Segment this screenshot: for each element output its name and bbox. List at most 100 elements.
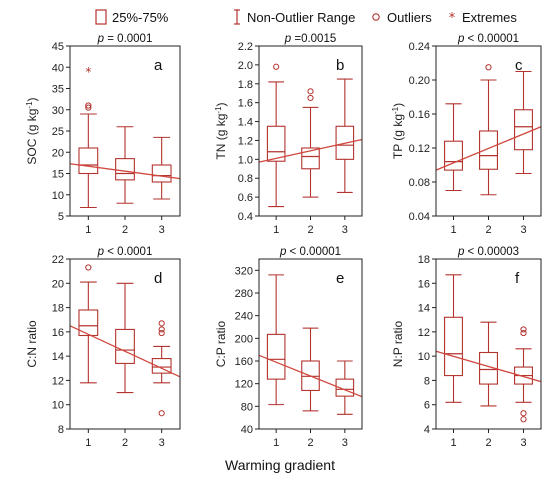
x-tick-label: 3	[520, 437, 526, 449]
x-axis-title: Warming gradient	[225, 457, 335, 473]
y-tick-label: 0.16	[409, 109, 430, 121]
trend-line	[435, 350, 542, 383]
y-tick-label: 0.20	[409, 75, 430, 87]
box-group-3	[514, 70, 533, 175]
y-tick-label: 240	[235, 311, 253, 323]
y-tick-label: 18	[418, 254, 430, 266]
x-tick-label: 2	[122, 224, 128, 236]
y-tick-label: 0.04	[409, 211, 430, 223]
box-group-3	[335, 78, 355, 193]
box-iqr	[78, 147, 99, 175]
outlier-point	[485, 64, 492, 71]
y-tick-label: 22	[52, 254, 64, 266]
y-tick-label: 45	[52, 41, 64, 53]
panel-e: 40 80 120 160 200 240 280 320 1 2 3 e p < 0.00001 C:P…	[214, 246, 363, 449]
outlier-point	[520, 326, 527, 333]
panel-letter: b	[336, 57, 344, 74]
legend-outliers-label: Outliers	[387, 10, 432, 25]
legend-extremes-label: Extremes	[462, 10, 517, 25]
plot-frame	[258, 258, 363, 430]
outlier-point	[520, 416, 527, 423]
box-group-3	[514, 326, 533, 423]
y-tick-label: 15	[52, 169, 64, 181]
x-tick-label: 2	[307, 437, 313, 449]
box-iqr	[444, 316, 463, 377]
y-tick-label: 8	[424, 375, 430, 387]
panel-b: 0.4 0.6 0.8 1.0 1.2 1.4 1.6 1.8 2.0 2.2 1 2 3 b p =0.0…	[214, 33, 363, 236]
outlier-point	[520, 410, 527, 417]
box-group-1	[78, 264, 99, 384]
box-iqr	[444, 140, 463, 171]
y-tick-label: 120	[235, 379, 253, 391]
p-value-label: p < 0.0001	[97, 246, 153, 258]
y-tick-label: 6	[424, 400, 430, 412]
x-tick-label: 1	[273, 224, 279, 236]
legend-extreme-symbol: *	[449, 11, 456, 26]
x-tick-label: 2	[485, 224, 491, 236]
panel-c: 0.04 0.08 0.12 0.16 0.20 0.24 1 2 3 c p < 0.00001 T…	[391, 33, 542, 236]
box-iqr	[78, 309, 99, 337]
box-group-3	[151, 136, 172, 200]
outlier-point	[85, 104, 92, 111]
p-value-label: p < 0.00001	[457, 33, 519, 45]
x-tick-label: 1	[450, 224, 456, 236]
y-tick-label: 280	[235, 288, 253, 300]
y-tick-label: 2.0	[238, 60, 253, 72]
y-tick-label: 16	[52, 327, 64, 339]
y-tick-label: 2.2	[238, 41, 253, 53]
box-group-2	[301, 88, 320, 198]
y-tick-label: 16	[418, 278, 430, 290]
plot-frame	[435, 258, 542, 430]
y-tick-label: 0.8	[238, 173, 253, 185]
y-tick-label: 40	[52, 62, 64, 74]
y-tick-label: 320	[235, 265, 253, 277]
extreme-point: *	[85, 65, 91, 79]
x-tick-label: 3	[342, 437, 348, 449]
legend: 25%-75% Non-Outlier Range Outliers * Ext…	[95, 9, 517, 26]
y-tick-label: 18	[52, 303, 64, 315]
outlier-point	[85, 264, 92, 271]
y-axis-label: C:N ratio	[25, 320, 39, 368]
trend-line	[258, 354, 363, 398]
box-iqr	[115, 328, 135, 364]
trend-line	[258, 138, 363, 163]
y-tick-label: 5	[58, 211, 64, 223]
y-tick-label: 0.4	[238, 211, 253, 223]
p-value-label: p < 0.00003	[457, 246, 519, 258]
p-value-label: p =0.0015	[284, 33, 337, 45]
y-tick-label: 80	[241, 401, 253, 413]
panel-letter: d	[154, 270, 162, 287]
y-axis-label: TN (g kg-1)	[214, 102, 228, 159]
y-tick-label: 12	[52, 375, 64, 387]
box-group-1	[444, 274, 463, 403]
y-axis-label: C:P ratio	[214, 320, 228, 367]
x-tick-label: 1	[85, 437, 91, 449]
panel-letter: c	[515, 57, 523, 74]
box-group-3	[151, 320, 172, 417]
box-iqr	[151, 164, 172, 183]
y-tick-label: 4	[424, 424, 430, 436]
outlier-point	[520, 329, 527, 337]
plot-frame	[69, 45, 181, 217]
y-tick-label: 40	[241, 424, 253, 436]
y-tick-label: 0.24	[409, 41, 430, 53]
box-iqr	[266, 125, 286, 162]
box-group-1	[266, 63, 286, 208]
box-group-1	[444, 103, 463, 192]
y-tick-label: 30	[52, 105, 64, 117]
legend-range-symbol	[234, 9, 240, 25]
y-tick-label: 12	[418, 327, 430, 339]
box-iqr	[266, 333, 286, 380]
box-iqr	[151, 358, 172, 374]
outlier-point	[307, 94, 314, 102]
x-tick-label: 3	[159, 437, 165, 449]
legend-box-symbol	[95, 9, 107, 25]
trend-line	[69, 163, 181, 180]
y-tick-label: 1.0	[238, 154, 253, 166]
x-tick-label: 2	[122, 437, 128, 449]
y-tick-label: 1.6	[238, 98, 253, 110]
p-value-label: p < 0.00001	[279, 246, 341, 258]
x-tick-label: 2	[307, 224, 313, 236]
